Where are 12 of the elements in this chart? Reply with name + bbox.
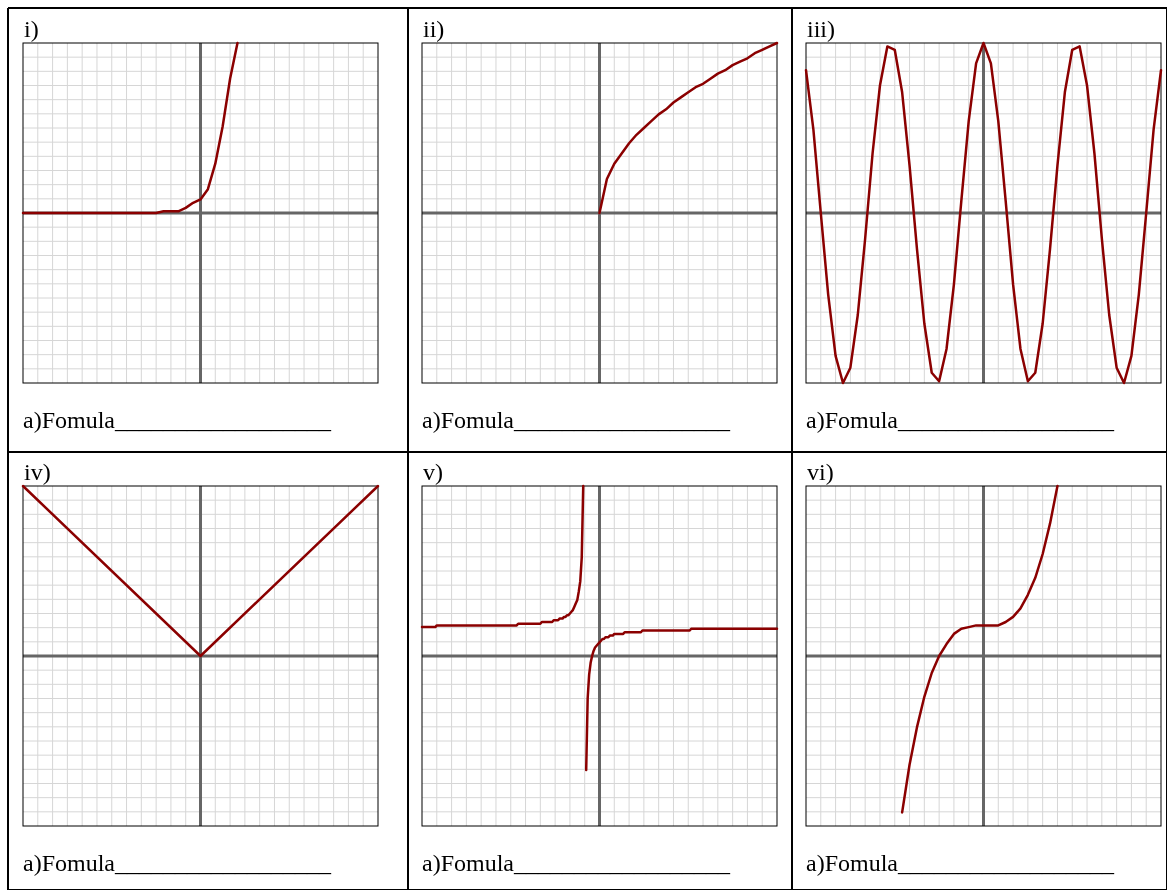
chart-title: iii) [807,16,835,42]
text: a)Fomula__________________ [23,850,332,876]
text: a)Fomula__________________ [422,850,731,876]
chart-title: v) [423,459,443,485]
chart-title: vi) [807,459,834,485]
text: a)Fomula__________________ [23,407,332,433]
chart-title: i) [24,16,39,42]
chart-title: iv) [24,459,51,485]
text: a)Fomula__________________ [806,850,1115,876]
chart-title: ii) [423,16,445,42]
text: a)Fomula__________________ [806,407,1115,433]
text: a)Fomula__________________ [422,407,731,433]
